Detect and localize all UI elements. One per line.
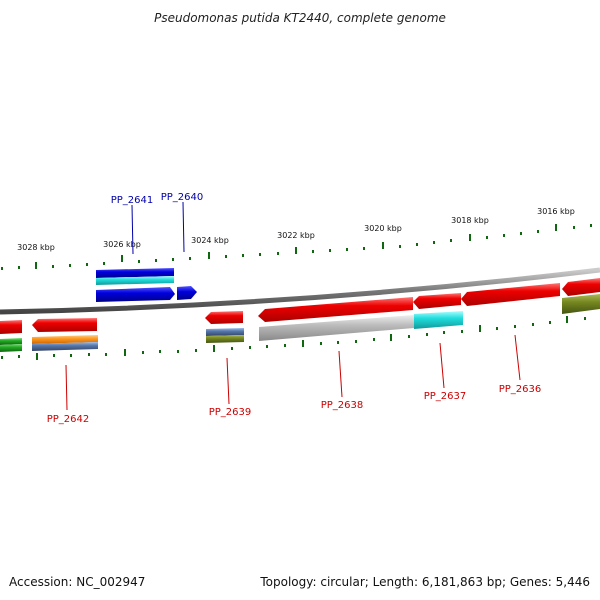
leader-pp2636	[514, 334, 521, 381]
leader-pp2642	[65, 364, 68, 411]
leader-pp2639	[226, 357, 230, 405]
gene-pp2639-steel-layer[interactable]	[206, 328, 244, 336]
label-leaders	[65, 201, 521, 411]
gene-label-pp2637[interactable]: PP_2637	[424, 391, 467, 402]
topology-text: Topology: circular; Length: 6,181,863 bp…	[259, 575, 590, 589]
gene-pp2637-cyan-layer[interactable]	[414, 311, 463, 329]
gene-right-olive[interactable]	[562, 294, 600, 314]
gene-pp2642-steel-layer[interactable]	[32, 342, 98, 351]
scale-label: 3028 kbp	[17, 243, 55, 252]
gene-right-red[interactable]	[562, 278, 600, 296]
scale-label: 3018 kbp	[451, 216, 489, 225]
gene-pp2636[interactable]	[461, 283, 560, 306]
gene-pp2639[interactable]	[205, 311, 243, 324]
scale-label: 3022 kbp	[277, 231, 315, 240]
gene-left-green-a[interactable]	[0, 338, 22, 345]
gene-pp2641[interactable]	[96, 287, 175, 302]
gene-label-pp2638[interactable]: PP_2638	[321, 400, 364, 411]
leader-pp2637	[439, 342, 445, 389]
gene-pp2637[interactable]	[413, 293, 461, 309]
inner-tick-row	[1, 316, 586, 360]
genome-backbone	[0, 267, 600, 315]
scale-label: 3026 kbp	[103, 240, 141, 249]
gene-pp2638[interactable]	[258, 297, 413, 322]
gene-label-pp2636[interactable]: PP_2636	[499, 384, 542, 395]
gene-pp2641-blue-layer[interactable]	[96, 268, 174, 278]
gene-pp2641-cyan-layer[interactable]	[96, 276, 174, 285]
scale-label: 3024 kbp	[191, 236, 229, 245]
scale-label: 3020 kbp	[364, 224, 402, 233]
gene-pp2642-orange-layer[interactable]	[32, 335, 98, 344]
leader-pp2638	[338, 350, 343, 398]
forward-strand-genes	[96, 268, 197, 302]
gene-pp2642[interactable]	[32, 318, 97, 332]
gene-left-red[interactable]	[0, 320, 22, 334]
gene-label-pp2639[interactable]: PP_2639	[209, 407, 252, 418]
gene-label-pp2641[interactable]: PP_2641	[111, 195, 154, 206]
leader-pp2640	[182, 201, 185, 253]
gene-label-pp2640[interactable]: PP_2640	[161, 192, 204, 203]
gene-pp2638-gray-layer[interactable]	[259, 315, 414, 341]
map-title: Pseudomonas putida KT2440, complete geno…	[154, 11, 446, 25]
reverse-strand-genes	[0, 278, 600, 352]
gene-pp2640[interactable]	[177, 286, 197, 300]
scale-label: 3016 kbp	[537, 207, 575, 216]
accession-text: Accession: NC_002947	[9, 575, 145, 589]
gene-pp2639-olive-layer[interactable]	[206, 335, 244, 343]
gene-left-green-b[interactable]	[0, 344, 22, 352]
gene-label-pp2642[interactable]: PP_2642	[47, 414, 90, 425]
outer-tick-row	[1, 224, 592, 270]
leader-pp2641	[131, 204, 134, 255]
